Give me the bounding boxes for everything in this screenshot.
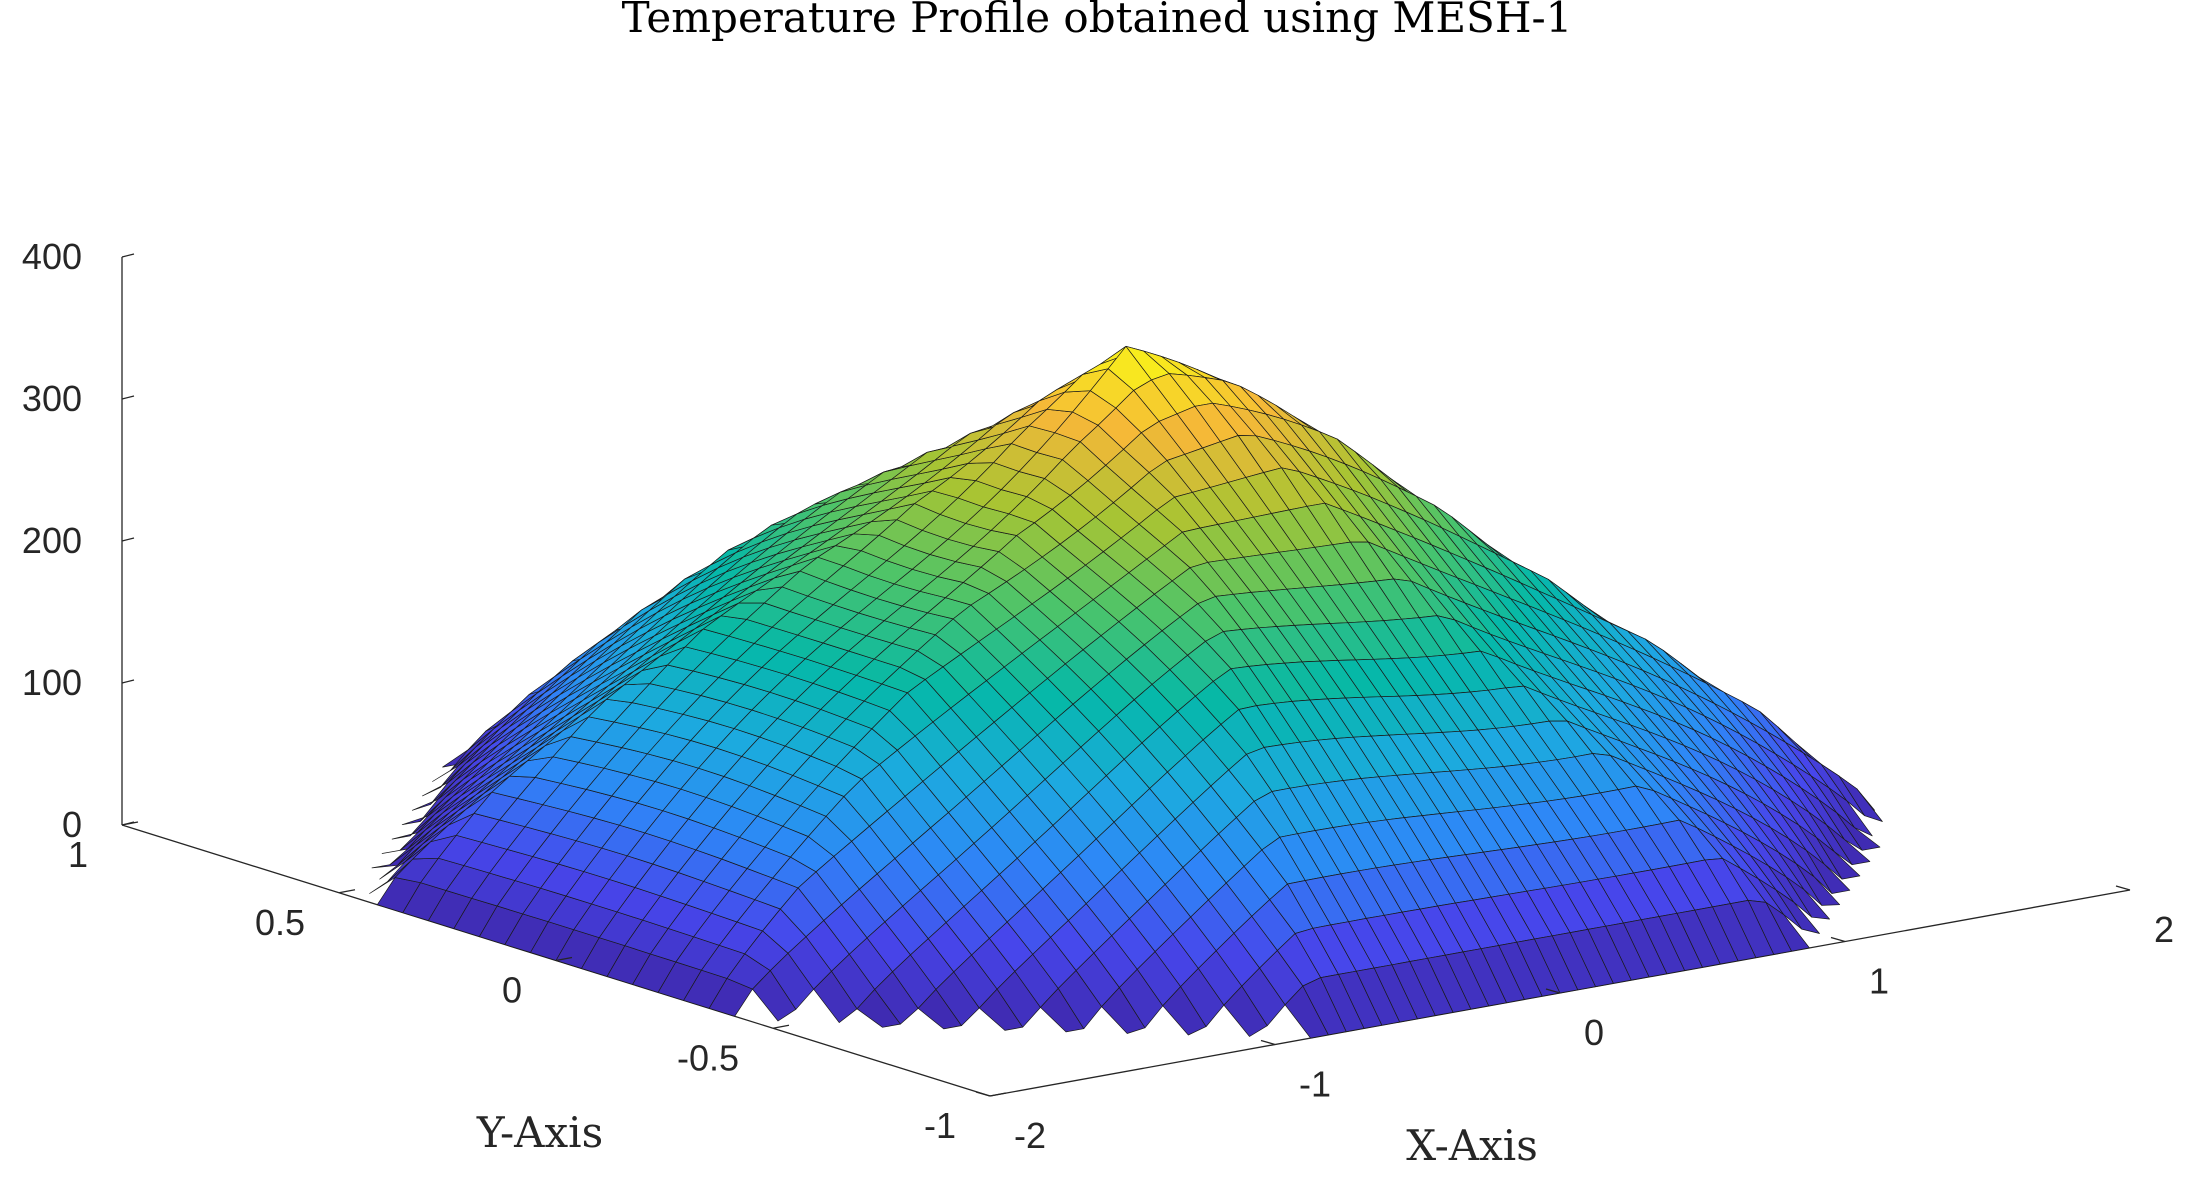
y-tick-label: -0.5 xyxy=(677,1037,739,1078)
surface-facet xyxy=(1785,876,1830,920)
surface-facet xyxy=(1836,812,1881,851)
x-tick-label: 1 xyxy=(1869,961,1889,1002)
x-tick-mark xyxy=(975,1091,991,1097)
surface-facet xyxy=(1816,837,1861,880)
temperature-surface xyxy=(369,345,1883,1039)
surface-facet xyxy=(1795,863,1841,906)
surface-facet xyxy=(1806,850,1851,894)
z-tick-label: 300 xyxy=(22,378,82,419)
z-tick-label: 100 xyxy=(22,662,82,703)
chart-title: Temperature Profile obtained using MESH-… xyxy=(622,0,1573,42)
x-tick-label: -2 xyxy=(1014,1115,1046,1156)
x-tick-label: -1 xyxy=(1299,1064,1331,1105)
y-tick-label: 0.5 xyxy=(255,902,305,943)
x-tick-mark xyxy=(2115,885,2131,891)
surface-facet xyxy=(1838,775,1883,822)
z-tick-mark xyxy=(121,395,135,400)
y-tick-label: 0 xyxy=(502,970,522,1011)
z-tick-label: 400 xyxy=(22,236,82,277)
z-tick-mark xyxy=(121,253,135,258)
surface-facet xyxy=(1765,902,1810,952)
y-tick-mark xyxy=(121,821,139,826)
x-axis-label: X-Axis xyxy=(1406,1121,1538,1170)
y-tick-mark xyxy=(555,956,573,962)
x-tick-mark xyxy=(1545,988,1561,994)
y-tick-label: -1 xyxy=(924,1105,956,1146)
z-tick-mark xyxy=(121,537,135,542)
y-axis-label: Y-Axis xyxy=(476,1108,603,1157)
x-tick-label: 2 xyxy=(2154,909,2174,950)
surface-facet xyxy=(1826,824,1871,866)
y-tick-mark xyxy=(338,889,356,894)
z-tick-mark xyxy=(121,679,135,684)
z-tick-label: 200 xyxy=(22,520,82,561)
y-tick-mark xyxy=(772,1024,790,1029)
surface-facet xyxy=(1775,889,1820,934)
x-tick-mark xyxy=(1260,1039,1276,1046)
x-tick-label: 0 xyxy=(1584,1012,1604,1053)
y-tick-label: 1 xyxy=(68,834,88,875)
surface-facet xyxy=(1828,787,1873,837)
y-tick-mark xyxy=(989,1092,1007,1097)
x-tick-mark xyxy=(1830,936,1846,943)
z-tick-label: 0 xyxy=(62,804,82,845)
